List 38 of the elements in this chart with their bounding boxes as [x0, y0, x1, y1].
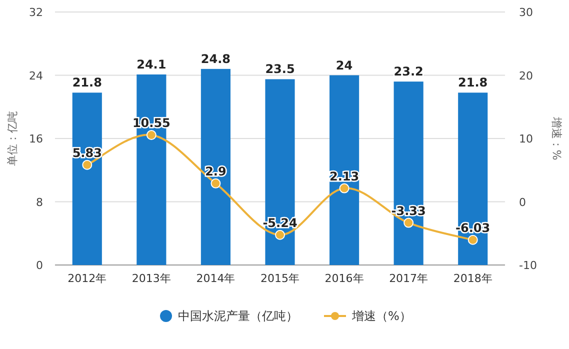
y2-tick-label: 20 [519, 69, 533, 82]
point [146, 130, 156, 140]
y2-tick-label: 30 [519, 6, 533, 19]
x-tick-label: 2015年 [260, 272, 300, 285]
data-label: 2.13 [329, 169, 360, 184]
y-tick-label: 24 [29, 69, 43, 82]
data-label: 23.2 [394, 64, 424, 79]
y2-tick-label: 10 [519, 132, 533, 146]
y2-axis-title: 增速：% [550, 116, 563, 160]
point [275, 230, 285, 240]
point [404, 218, 414, 228]
y-tick-label: 16 [29, 132, 43, 146]
data-label: 23.5 [265, 62, 295, 76]
legend-label: 中国水泥产量（亿吨） [178, 309, 298, 323]
y-tick-label: 0 [36, 259, 43, 272]
point [468, 234, 478, 245]
y2-tick-label: -10 [519, 259, 537, 272]
data-label: 24 [336, 58, 353, 72]
point [82, 160, 92, 170]
point [210, 178, 221, 188]
y-tick-label: 32 [29, 6, 43, 19]
x-tick-label: 2018年 [453, 272, 492, 285]
x-tick-label: 2012年 [68, 272, 107, 285]
x-tick-label: 2017年 [389, 272, 428, 285]
y-axis-title: 单位：亿吨 [6, 111, 19, 166]
point [339, 183, 350, 194]
data-label: 21.8 [458, 76, 488, 90]
data-label: 24.1 [136, 57, 166, 72]
legend-label: 增速（%） [351, 309, 412, 323]
data-label: 5.83 [72, 146, 102, 160]
y2-tick-label: 0 [519, 196, 526, 209]
x-tick-label: 2014年 [196, 272, 236, 285]
data-label: 24.8 [200, 52, 231, 66]
y-tick-label: 8 [36, 196, 43, 209]
x-tick-label: 2013年 [132, 272, 171, 285]
data-label: 2.9 [205, 164, 226, 178]
data-label: 21.8 [72, 76, 102, 90]
x-tick-label: 2016年 [324, 272, 364, 285]
